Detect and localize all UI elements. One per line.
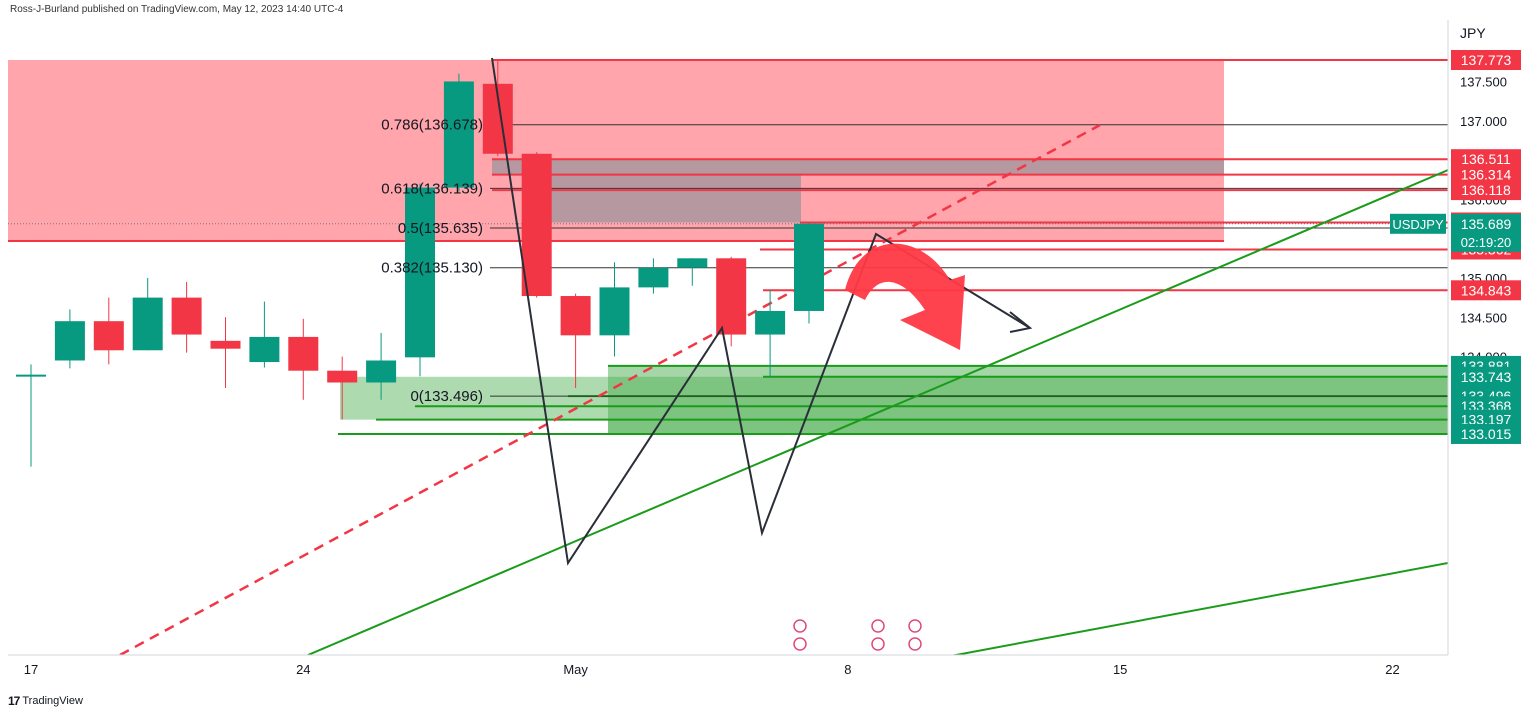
candle-body-6 bbox=[249, 336, 280, 363]
candle-body-11 bbox=[443, 81, 474, 188]
us-flag-event-icon bbox=[871, 619, 885, 633]
candle-body-7 bbox=[288, 336, 319, 371]
imbalance-zone-upper bbox=[492, 159, 1224, 175]
fib-label-2: 0.5(135.635) bbox=[398, 220, 483, 237]
target-event-icon bbox=[908, 637, 922, 651]
symbol-tag-bg bbox=[1390, 213, 1446, 234]
publisher-attribution: Ross-J-Burland published on TradingView.… bbox=[10, 4, 344, 15]
y-tick-label-0: 137.500 bbox=[1460, 74, 1507, 89]
fib-label-3: 0.382(135.130) bbox=[381, 260, 483, 277]
price-label-12: 133.197 bbox=[1461, 412, 1512, 428]
candle-body-3 bbox=[132, 297, 163, 351]
price-label-bg-3 bbox=[1451, 180, 1521, 201]
candle-body-14 bbox=[560, 296, 591, 336]
tradingview-footer[interactable]: 17 TradingView bbox=[8, 694, 83, 708]
y-tick-label-1: 137.000 bbox=[1460, 114, 1507, 129]
y-tick-label-4: 134.500 bbox=[1460, 310, 1507, 325]
candle-body-20 bbox=[794, 223, 824, 311]
bearish-curved-arrow-icon bbox=[845, 243, 965, 350]
candle-body-2 bbox=[93, 321, 124, 351]
rising-support-trendline bbox=[307, 169, 1448, 655]
candle-body-13 bbox=[521, 153, 552, 297]
x-tick-label-3: 8 bbox=[844, 662, 851, 677]
candle-body-17 bbox=[677, 258, 708, 268]
imbalance-zone-lower bbox=[545, 174, 801, 223]
price-label-0: 137.773 bbox=[1461, 52, 1512, 68]
us-flag-event-icon bbox=[908, 619, 922, 633]
lower-support-trendline bbox=[950, 562, 1448, 655]
x-tick-label-0: 17 bbox=[24, 662, 38, 677]
candle-body-4 bbox=[171, 297, 202, 335]
fib-label-4: 0(133.496) bbox=[410, 388, 483, 405]
current-price-label: 135.689 bbox=[1461, 216, 1512, 232]
candle-body-5 bbox=[210, 340, 241, 349]
candle-body-16 bbox=[638, 267, 669, 288]
price-label-bg-13 bbox=[1451, 423, 1521, 444]
price-label-9: 133.743 bbox=[1461, 369, 1512, 385]
candle-body-18 bbox=[716, 258, 747, 335]
candle-body-9 bbox=[366, 360, 397, 383]
us-flag-event-icon bbox=[793, 637, 807, 651]
candle-body-1 bbox=[54, 321, 85, 361]
candle-body-19 bbox=[755, 310, 786, 335]
price-label-bg-9 bbox=[1451, 366, 1521, 387]
price-label-bg-2 bbox=[1451, 164, 1521, 185]
candle-body-0 bbox=[16, 374, 46, 377]
tradingview-brand: TradingView bbox=[22, 695, 83, 707]
price-label-3: 136.118 bbox=[1461, 182, 1511, 198]
symbol-tag: USDJPY bbox=[1392, 217, 1444, 232]
x-tick-label-4: 15 bbox=[1113, 662, 1127, 677]
price-label-bg-7 bbox=[1451, 280, 1521, 301]
price-label-bg-1 bbox=[1451, 149, 1521, 170]
x-tick-label-5: 22 bbox=[1385, 662, 1399, 677]
target-event-icon bbox=[871, 637, 885, 651]
projected-path-arrowhead bbox=[1009, 311, 1033, 333]
candle-body-15 bbox=[599, 287, 630, 336]
currency-label: JPY bbox=[1460, 25, 1486, 41]
lightning-event-icon bbox=[793, 619, 807, 633]
price-label-13: 133.015 bbox=[1461, 426, 1512, 442]
price-label-7: 134.843 bbox=[1461, 282, 1512, 298]
current-price-bg bbox=[1451, 213, 1521, 252]
demand-zone-light bbox=[340, 376, 610, 420]
fib-label-0: 0.786(136.678) bbox=[381, 117, 483, 134]
price-label-1: 136.511 bbox=[1461, 151, 1511, 167]
fib-label-1: 0.618(136.139) bbox=[381, 180, 483, 197]
x-tick-label-2: May bbox=[563, 662, 588, 677]
x-tick-label-1: 24 bbox=[296, 662, 310, 677]
candle-body-8 bbox=[327, 370, 358, 383]
bar-countdown-label: 02:19:20 bbox=[1461, 235, 1512, 250]
price-chart[interactable]: 0.786(136.678) 0.618(136.139) 0.5(135.635)… bbox=[0, 0, 1536, 690]
price-label-2: 136.314 bbox=[1461, 167, 1512, 183]
tradingview-logo-icon: 17 bbox=[8, 694, 20, 708]
price-label-bg-0 bbox=[1451, 50, 1521, 70]
candle-body-10 bbox=[405, 187, 435, 358]
